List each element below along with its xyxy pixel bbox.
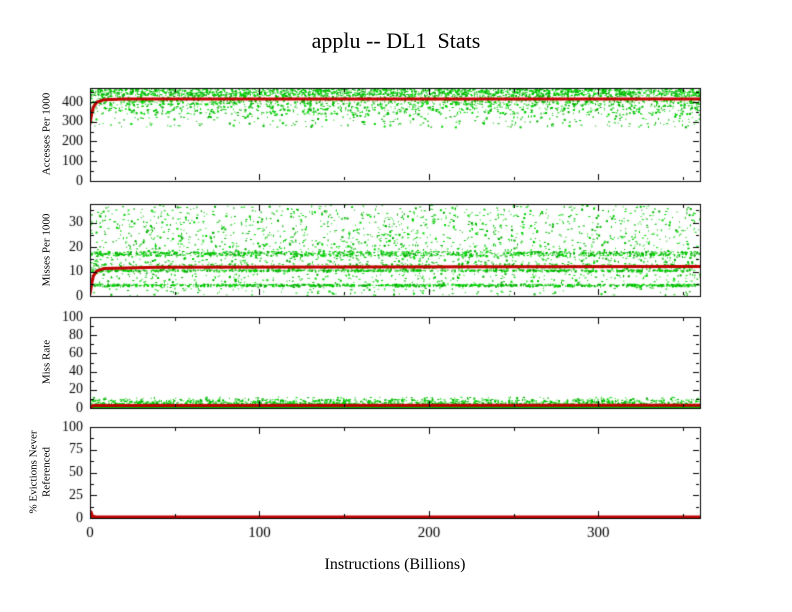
- chart-title: applu -- DL1 Stats: [311, 28, 481, 53]
- x-axis-label: Instructions (Billions): [324, 556, 466, 573]
- y-axis-label-evictions: % Evictions Never Referenced: [27, 430, 52, 514]
